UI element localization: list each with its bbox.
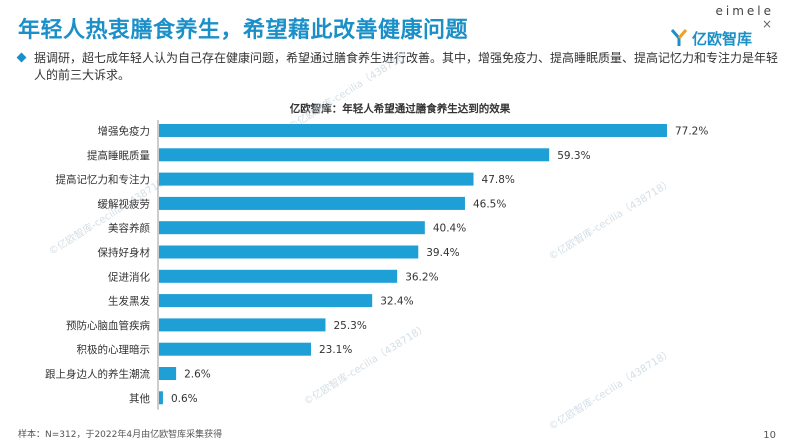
summary-paragraph: 据调研，超七成年轻人认为自己存在健康问题，希望通过膳食养生进行改善。其中，增强免…: [16, 50, 780, 84]
footnote: 样本：N=312，于2022年4月由亿欧智库采集获得: [18, 430, 223, 440]
category-label: 跟上身边人的养生潮流: [45, 368, 150, 381]
value-label: 32.4%: [380, 296, 413, 308]
value-label: 0.6%: [171, 393, 198, 405]
bar: [159, 342, 311, 356]
bar: [159, 294, 373, 308]
eimele-logo-text: eimele: [715, 4, 774, 18]
category-label: 缓解视疲劳: [98, 197, 151, 210]
bar: [159, 196, 465, 210]
category-label: 积极的心理暗示: [77, 343, 151, 356]
value-label: 23.1%: [319, 344, 352, 356]
value-label: 59.3%: [557, 150, 590, 162]
brand-logo: eimele × 亿欧智库: [670, 4, 780, 48]
category-label: 美容养颜: [108, 222, 150, 235]
brand-separator: ×: [761, 17, 772, 31]
bar: [159, 391, 163, 405]
value-label: 39.4%: [426, 247, 459, 259]
category-label: 保持好身材: [98, 246, 151, 259]
category-label: 预防心脑血管疾病: [66, 319, 150, 332]
yiou-logo-text: 亿欧智库: [692, 30, 753, 48]
bar: [159, 269, 398, 283]
value-label: 25.3%: [333, 320, 366, 332]
value-label: 47.8%: [482, 174, 515, 186]
category-label: 促进消化: [108, 270, 150, 283]
category-label: 其他: [129, 392, 150, 405]
yiou-logo-icon: [670, 29, 688, 46]
bar: [159, 124, 667, 137]
bar: [159, 221, 425, 235]
category-label: 生发黑发: [108, 295, 150, 308]
summary-text: 据调研，超七成年轻人认为自己存在健康问题，希望通过膳食养生进行改善。其中，增强免…: [34, 51, 779, 82]
value-label: 36.2%: [405, 271, 438, 283]
value-label: 46.5%: [473, 198, 506, 210]
value-label: 2.6%: [184, 369, 211, 381]
value-label: 77.2%: [675, 126, 708, 138]
bar: [159, 318, 326, 332]
page-title: 年轻人热衷膳食养生，希望藉此改善健康问题: [18, 18, 469, 43]
bar: [159, 245, 419, 259]
bar: [159, 367, 177, 380]
category-label: 增强免疫力: [98, 125, 151, 138]
category-label: 提高记忆力和专注力: [56, 173, 151, 186]
value-label: 40.4%: [433, 223, 466, 235]
category-label: 提高睡眠质量: [87, 149, 150, 162]
bar: [159, 148, 550, 162]
page-number: 10: [763, 430, 776, 441]
chart-title: 亿欧智库：年轻人希望通过膳食养生达到的效果: [289, 103, 511, 115]
bar: [159, 172, 474, 186]
